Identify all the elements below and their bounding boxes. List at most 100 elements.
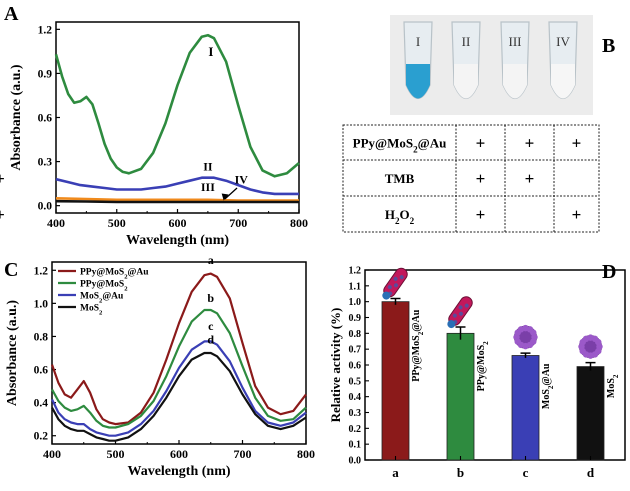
tube-label: III [509, 34, 522, 49]
nanoflower-icon [513, 324, 538, 350]
y-tick-label: 1.0 [349, 297, 362, 308]
y-tick-label: 0.2 [34, 431, 49, 443]
panel-letter-c: C [4, 259, 18, 281]
bar-label: MoS2@Au [541, 363, 555, 409]
tube-label: I [416, 34, 420, 49]
series-line-2 [51, 308, 307, 429]
y-tick-label: 0.6 [34, 365, 49, 377]
series-line-3 [55, 197, 299, 202]
x-tick-label: c [523, 465, 529, 480]
x-tick-label: 500 [108, 216, 126, 230]
tube-liquid [551, 64, 575, 99]
nanotube-bead [452, 313, 457, 318]
annotation-d: d [207, 332, 214, 346]
x-tick-label: 800 [297, 447, 315, 461]
x-tick-label: b [457, 465, 464, 480]
tube-liquid [503, 64, 527, 99]
annotation-arrow [224, 187, 238, 200]
y-tick-label: 1.1 [349, 281, 362, 292]
annotation-i: I [208, 44, 213, 59]
y-tick-label: 0.0 [38, 201, 53, 213]
tube-photo: I II III IV [403, 21, 578, 100]
y-tick-label: 0.3 [38, 157, 53, 169]
annotation-arrow-head [221, 193, 229, 201]
y-axis-label: Absorbance (a.u.) [9, 64, 24, 171]
y-tick-label: 0.6 [38, 113, 53, 125]
annotation-iii: III [201, 180, 215, 194]
nanotube-icon [447, 296, 473, 329]
table-mark: + [525, 134, 535, 153]
table-mark: + [476, 134, 486, 153]
nanotube-bead [387, 285, 392, 290]
panel-letter-b: B [602, 35, 615, 57]
y-tick-label: 1.2 [349, 266, 362, 277]
y-tick-label: 1.2 [38, 24, 53, 36]
x-tick-label: 400 [43, 447, 61, 461]
nanoflower-icon [578, 334, 603, 359]
series-line-3 [51, 340, 307, 437]
panel-letter-d: D [602, 261, 616, 283]
series-line-4 [55, 199, 299, 204]
tube-liquid [454, 64, 478, 99]
table-mark: + [572, 134, 582, 153]
table-mark: + [572, 205, 582, 224]
bar-d [576, 366, 605, 461]
table-mark: + [476, 169, 486, 188]
legend-label: PPy@MoS2 [80, 280, 128, 293]
y-tick-label: 0.8 [349, 329, 362, 340]
x-tick-label: 700 [229, 216, 247, 230]
table-mark: + [525, 169, 535, 188]
annotation-c: c [208, 319, 214, 333]
tube-label: II [462, 34, 471, 49]
y-tick-label: 1.0 [34, 298, 49, 310]
y-tick-label: 0.7 [349, 345, 362, 356]
y-tick-label: 0.9 [349, 313, 362, 324]
nanotube-bead [393, 276, 398, 281]
bar-c [511, 355, 540, 461]
bar-label: PPy@MoS2@Au [411, 309, 425, 382]
table-row-label: PPy@MoS2@Au [353, 136, 447, 155]
x-tick-label: 700 [234, 447, 252, 461]
tube-liquid [406, 64, 430, 99]
x-axis-label: Wavelength (nm) [127, 464, 230, 479]
y-tick-label: 0.9 [38, 68, 53, 80]
nanotube-bead [458, 305, 463, 310]
legend-label: MoS2 [80, 304, 103, 317]
nanotube-bead [393, 283, 398, 288]
nanotube-bead [458, 311, 463, 316]
nanotube-bead [399, 275, 404, 280]
y-tick-label: 0.4 [34, 398, 49, 410]
table-frame [342, 124, 600, 233]
table-mark: + [0, 205, 5, 224]
series-line-2 [55, 176, 299, 196]
y-tick-label: 1.2 [34, 265, 49, 277]
nanotube-bead [464, 303, 469, 308]
bar-label: PPy@MoS2 [476, 341, 490, 392]
y-tick-label: 0.3 [349, 408, 362, 419]
y-tick-label: 0.0 [349, 456, 362, 467]
annotation-ii: II [203, 159, 213, 173]
annotation-b: b [207, 291, 214, 305]
bar-b [446, 332, 475, 461]
nanoflower-petal [595, 338, 602, 346]
x-axis-label: Wavelength (nm) [126, 233, 229, 248]
x-tick-label: a [392, 465, 399, 480]
y-tick-label: 0.2 [349, 424, 362, 435]
table-row-label: H2O2 [385, 207, 415, 226]
x-tick-label: 600 [170, 447, 188, 461]
y-tick-label: 0.6 [349, 361, 362, 372]
panel-letter-a: A [4, 3, 19, 25]
annotation-a: a [208, 253, 214, 267]
y-tick-label: 0.5 [349, 376, 362, 387]
table-row-label: TMB [385, 171, 415, 186]
panel-a-chart: 400 500 600 700 800 0.0 0.3 0.6 0.9 1.2 Wavelength… [9, 21, 308, 248]
series-line-1 [54, 33, 300, 178]
tube-label: IV [556, 34, 570, 49]
nanotube-end [447, 320, 456, 329]
table-mark: + [0, 169, 5, 188]
nanotube-end [382, 291, 391, 300]
y-tick-label: 0.1 [349, 440, 362, 451]
